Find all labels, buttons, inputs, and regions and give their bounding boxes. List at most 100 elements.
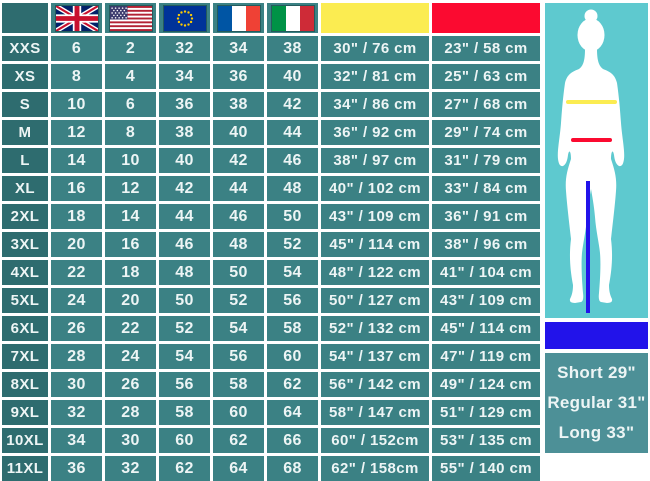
usa-size: 32	[105, 456, 156, 481]
italy-size: 38	[267, 36, 318, 61]
waist-highlight-swatch	[432, 3, 540, 33]
italy-size: 64	[267, 400, 318, 425]
usa-size: 22	[105, 316, 156, 341]
france-size: 62	[213, 428, 264, 453]
uk-size: 28	[51, 344, 102, 369]
france-size: 58	[213, 372, 264, 397]
usa-flag-header	[105, 3, 156, 33]
female-body-silhouette	[545, 3, 648, 318]
chest-measurement: 30" / 76 cm	[321, 36, 429, 61]
eu-size: 52	[159, 316, 210, 341]
chest-measurement: 60" / 152cm	[321, 428, 429, 453]
waist-measurement: 25" / 63 cm	[432, 64, 540, 89]
eu-size: 60	[159, 428, 210, 453]
measurement-guide-panel: Short 29" Regular 31" Long 33"	[545, 3, 648, 453]
france-flag-header	[213, 3, 264, 33]
uk-size: 36	[51, 456, 102, 481]
italy-size: 40	[267, 64, 318, 89]
uk-size: 10	[51, 92, 102, 117]
chest-measurement: 43" / 109 cm	[321, 204, 429, 229]
waist-measurement: 49" / 124 cm	[432, 372, 540, 397]
france-size: 56	[213, 344, 264, 369]
head	[577, 18, 605, 52]
usa-size: 24	[105, 344, 156, 369]
size-label: XXS	[2, 36, 48, 61]
italy-size: 54	[267, 260, 318, 285]
size-label: S	[2, 92, 48, 117]
italy-size: 60	[267, 344, 318, 369]
uk-size: 14	[51, 148, 102, 173]
waist-measurement: 55" / 140 cm	[432, 456, 540, 481]
italy-size: 46	[267, 148, 318, 173]
chest-measurement: 58" / 147 cm	[321, 400, 429, 425]
waist-measurement: 45" / 114 cm	[432, 316, 540, 341]
waist-measurement: 23" / 58 cm	[432, 36, 540, 61]
eu-size: 44	[159, 204, 210, 229]
uk-flag-header	[51, 3, 102, 33]
chest-measurement: 56" / 142 cm	[321, 372, 429, 397]
italy-size: 56	[267, 288, 318, 313]
size-label: 5XL	[2, 288, 48, 313]
eu-size: 46	[159, 232, 210, 257]
size-label: 2XL	[2, 204, 48, 229]
chest-measurement: 36" / 92 cm	[321, 120, 429, 145]
france-size: 44	[213, 176, 264, 201]
eu-size: 34	[159, 64, 210, 89]
eu-flag-icon	[162, 4, 207, 32]
waist-measurement: 31" / 79 cm	[432, 148, 540, 173]
france-size: 50	[213, 260, 264, 285]
italy-size: 58	[267, 316, 318, 341]
chest-highlight-swatch	[321, 3, 429, 33]
waist-measurement: 29" / 74 cm	[432, 120, 540, 145]
corner-cell	[2, 3, 48, 33]
size-label: L	[2, 148, 48, 173]
eu-size: 56	[159, 372, 210, 397]
france-size: 42	[213, 148, 264, 173]
italy-size: 48	[267, 176, 318, 201]
chest-measurement: 38" / 97 cm	[321, 148, 429, 173]
france-size: 46	[213, 204, 264, 229]
waist-measurement: 43" / 109 cm	[432, 288, 540, 313]
waist-measurement: 38" / 96 cm	[432, 232, 540, 257]
uk-size: 24	[51, 288, 102, 313]
chest-measurement: 48" / 122 cm	[321, 260, 429, 285]
usa-size: 28	[105, 400, 156, 425]
waist-measurement: 36" / 91 cm	[432, 204, 540, 229]
uk-size: 34	[51, 428, 102, 453]
usa-flag-icon	[108, 4, 153, 32]
chest-measurement: 54" / 137 cm	[321, 344, 429, 369]
size-label: XL	[2, 176, 48, 201]
france-size: 52	[213, 288, 264, 313]
uk-size: 32	[51, 400, 102, 425]
usa-size: 4	[105, 64, 156, 89]
usa-size: 10	[105, 148, 156, 173]
waist-measurement: 41" / 104 cm	[432, 260, 540, 285]
size-chart-page: XXS 6 2 32 34 38 30" / 76 cm 23" / 58 cm…	[2, 3, 648, 481]
uk-size: 22	[51, 260, 102, 285]
size-label: 6XL	[2, 316, 48, 341]
chest-measurement: 62" / 158cm	[321, 456, 429, 481]
uk-flag-icon	[54, 4, 99, 32]
uk-size: 6	[51, 36, 102, 61]
usa-size: 14	[105, 204, 156, 229]
uk-size: 18	[51, 204, 102, 229]
france-size: 48	[213, 232, 264, 257]
eu-size: 58	[159, 400, 210, 425]
eu-size: 50	[159, 288, 210, 313]
size-label: M	[2, 120, 48, 145]
usa-size: 8	[105, 120, 156, 145]
chest-measurement: 34" / 86 cm	[321, 92, 429, 117]
usa-size: 16	[105, 232, 156, 257]
inseam-measure-line	[586, 181, 590, 313]
france-size: 40	[213, 120, 264, 145]
france-size: 34	[213, 36, 264, 61]
france-size: 60	[213, 400, 264, 425]
italy-size: 44	[267, 120, 318, 145]
usa-size: 30	[105, 428, 156, 453]
eu-size: 62	[159, 456, 210, 481]
size-label: 7XL	[2, 344, 48, 369]
size-label: 10XL	[2, 428, 48, 453]
length-regular: Regular 31"	[547, 393, 646, 412]
france-size: 54	[213, 316, 264, 341]
body-figure-box	[545, 3, 648, 318]
